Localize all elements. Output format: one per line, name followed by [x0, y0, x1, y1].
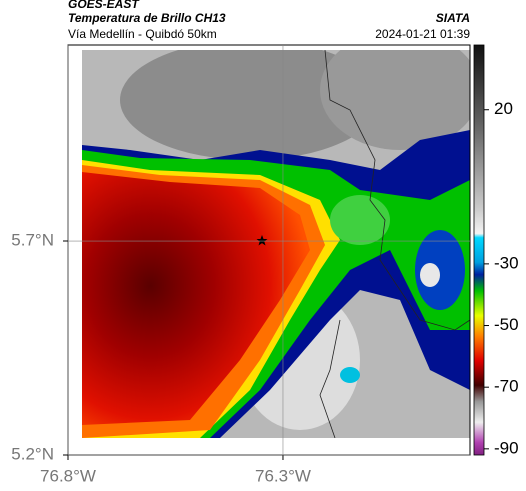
y-tick-label: 5.7°N	[11, 230, 54, 249]
datetime: 2024-01-21 01:39	[375, 27, 470, 41]
colorbar-tick-label: -90	[494, 438, 519, 457]
x-tick-label: 76.8°W	[40, 466, 96, 485]
source: SIATA	[436, 11, 470, 25]
map-image	[67, 44, 471, 456]
colorbar	[473, 44, 485, 456]
colorbar-tick-label: -70	[494, 377, 519, 396]
y-tick-label: 5.2°N	[11, 444, 54, 463]
region: Vía Medellín - Quibdó 50km	[68, 27, 217, 41]
satellite: GOES-EAST	[68, 0, 140, 11]
x-tick-label: 76.3°W	[255, 466, 311, 485]
colorbar-tick-label: -50	[494, 315, 519, 334]
product: Temperatura de Brillo CH13	[68, 11, 226, 25]
colorbar-tick-label: -30	[494, 253, 519, 272]
colorbar-tick-label: 20	[494, 99, 513, 118]
